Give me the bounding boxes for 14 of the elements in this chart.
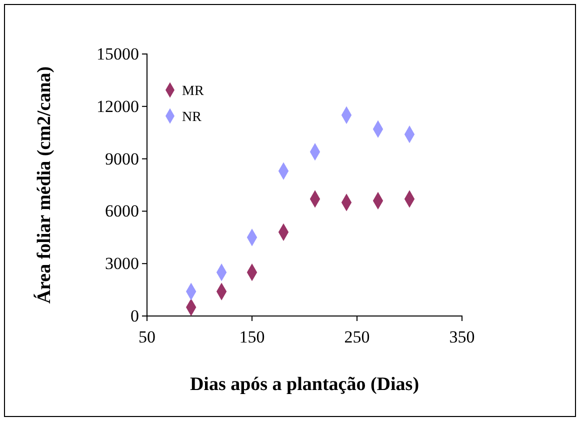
y-tick-label: 6000 (105, 202, 139, 221)
x-tick-label: 150 (239, 328, 265, 347)
legend-label: NR (182, 110, 202, 125)
y-tick-label: 12000 (96, 96, 139, 116)
legend-label: MR (182, 84, 204, 99)
y-tick-label: 9000 (105, 149, 139, 168)
y-tick-label: 0 (130, 306, 139, 326)
y-axis-title: Área foliar média (cm2/cana) (33, 66, 55, 304)
y-tick-label: 3000 (105, 254, 139, 274)
x-tick-label: 50 (138, 328, 156, 347)
x-tick-label: 350 (449, 328, 475, 347)
y-tick-label: 15000 (96, 44, 139, 64)
x-tick-label: 250 (344, 328, 370, 347)
x-axis-title: Dias após a plantação (Dias) (190, 374, 420, 395)
